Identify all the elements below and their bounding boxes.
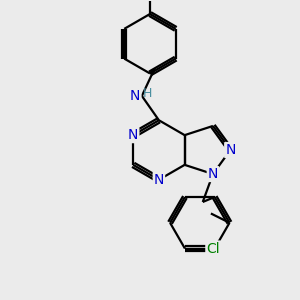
Text: N: N	[128, 128, 138, 142]
Text: N: N	[208, 167, 218, 181]
Text: H: H	[142, 87, 152, 100]
Text: Cl: Cl	[206, 242, 220, 256]
Text: N: N	[154, 173, 164, 187]
Text: N: N	[225, 143, 236, 157]
Text: N: N	[130, 89, 140, 103]
